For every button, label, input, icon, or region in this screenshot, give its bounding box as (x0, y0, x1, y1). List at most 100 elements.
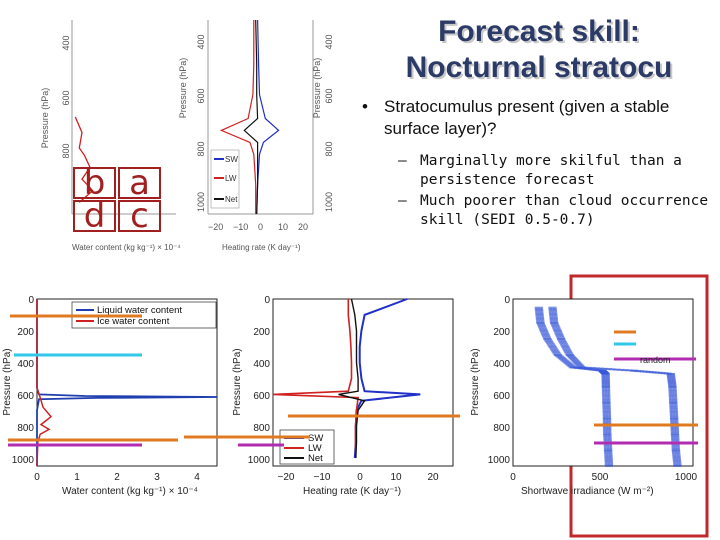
scatter-point (654, 371, 657, 374)
y-tick-label-right: 400 (324, 34, 334, 49)
x-tick-label: 3 (154, 472, 160, 483)
ice-water-series (36, 299, 53, 467)
scatter-point (669, 372, 673, 375)
x-tick-label: 4 (194, 472, 200, 483)
scatter-point (601, 369, 605, 372)
scatter-point (660, 371, 663, 374)
x-tick-label: −20 (208, 222, 223, 232)
y-tick-label: 800 (61, 143, 71, 158)
scatter-point (635, 369, 638, 372)
scatter-point (642, 370, 645, 373)
y-tick-label: 0 (264, 295, 270, 306)
y-tick-label: 400 (61, 35, 71, 50)
scatter-point (666, 372, 670, 375)
x-axis-label: Heating rate (K day⁻¹) (222, 243, 301, 252)
ice-water-series (74, 116, 94, 203)
y-tick-label: 600 (17, 391, 34, 402)
legend-label: LW (225, 174, 237, 183)
scatter-point (631, 369, 634, 372)
sub-bullet-item: – Marginally more skilful than a persist… (362, 152, 712, 190)
legend-label: Liquid water content (97, 305, 182, 316)
y-axis-label: Pressure (hPa) (2, 348, 13, 415)
scatter-point (622, 368, 626, 371)
scatter-point (536, 306, 539, 309)
y-tick-label-right: 1000 (324, 192, 334, 212)
x-tick-label: 10 (278, 222, 288, 232)
sub-bullet-marker: – (398, 153, 407, 169)
scatter-point (604, 369, 607, 372)
y-tick-label: 600 (253, 391, 270, 402)
x-tick-label: −10 (233, 222, 248, 232)
scatter-point (663, 371, 667, 375)
y-axis-label: Pressure (hPa) (178, 58, 188, 119)
scatter-point (614, 368, 617, 371)
bullet-marker: • (362, 97, 368, 116)
x-tick-label: 500 (592, 472, 609, 483)
scatter-point (629, 369, 632, 372)
bullet-item: • Stratocumulus present (given a stable … (362, 96, 712, 140)
scatter-point (594, 368, 598, 371)
x-tick-label: 0 (357, 472, 363, 483)
y-tick-label: 400 (253, 359, 270, 370)
panel-letter-d: d (73, 199, 116, 233)
thumbnail-heating-rate: Pressure (hPa) Pressure (hPa) 400 600 80… (178, 19, 334, 252)
y-tick-label: 600 (493, 391, 510, 402)
scatter-point (578, 366, 581, 369)
sub-bullet-item: – Much poorer than cloud occurrence skil… (362, 192, 712, 230)
lw-series (272, 299, 360, 459)
y-tick-label: 0 (28, 295, 34, 306)
legend-label: Net (225, 195, 238, 204)
y-tick-label: 400 (196, 34, 206, 49)
y-axis-label: Pressure (hPa) (232, 348, 243, 415)
panel-water-content: Pressure (hPa) 0 200 400 600 800 1000 0 … (2, 295, 218, 497)
scatter-point (651, 370, 654, 374)
scatter-point (592, 368, 595, 371)
y-tick-label: 200 (17, 327, 34, 338)
y-tick-label: 600 (61, 90, 71, 105)
legend-label: SW (308, 433, 323, 444)
y-tick-label: 800 (493, 423, 510, 434)
x-tick-label: 1000 (675, 472, 698, 483)
reference-lines: random (8, 314, 698, 447)
scatter-point (548, 306, 551, 309)
scatter-point (602, 367, 605, 370)
scatter-point (580, 366, 584, 370)
y-tick-label: 200 (493, 327, 510, 338)
net-series (338, 298, 366, 459)
y-ticks: 0 200 400 600 800 1000 (248, 295, 271, 466)
y-tick-label: 1000 (196, 192, 206, 212)
legend-label: LW (308, 443, 322, 454)
x-ticks: −20 −10 0 10 20 (278, 472, 439, 483)
x-axis-label: Shortwave irradiance (W m⁻²) (521, 486, 654, 497)
y-axis-label: Pressure (hPa) (40, 88, 50, 149)
scatter-point (583, 367, 586, 370)
y-tick-label: 800 (196, 141, 206, 156)
scatter-point (648, 370, 651, 373)
thumbnail-figure-group: Pressure (hPa) 400 600 800 Water content… (40, 19, 334, 252)
scatter-point (587, 367, 591, 370)
y-tick-label: 400 (17, 359, 34, 370)
y-tick-label: 1000 (12, 455, 35, 466)
y-tick-label: 1000 (248, 455, 271, 466)
random-label: random (640, 355, 671, 365)
y-tick-label: 200 (253, 327, 270, 338)
scatter-point (672, 372, 676, 375)
x-tick-label: −10 (314, 472, 331, 483)
y-tick-label: 600 (196, 88, 206, 103)
x-tick-label: 2 (114, 472, 120, 483)
scatter-point (539, 306, 542, 309)
legend-label: Ice water content (97, 316, 170, 327)
scatter-point (608, 367, 612, 371)
scatter-point (549, 306, 553, 309)
x-ticks: 0 1 2 3 4 (34, 472, 200, 483)
y-tick-label: 1000 (488, 455, 511, 466)
scatter-point (599, 369, 602, 372)
x-tick-label: 1 (74, 472, 80, 483)
y-ticks: 0 200 400 600 800 1000 (488, 295, 511, 466)
scatter-point (621, 368, 624, 371)
scatter-point (551, 306, 554, 309)
x-axis-label: Water content (kg kg⁻¹) × 10⁻⁴ (72, 243, 181, 252)
bullet-list: • Stratocumulus present (given a stable … (362, 96, 712, 230)
sw-series (256, 19, 280, 215)
y-axis-label-right: Pressure (hPa) (312, 58, 322, 119)
